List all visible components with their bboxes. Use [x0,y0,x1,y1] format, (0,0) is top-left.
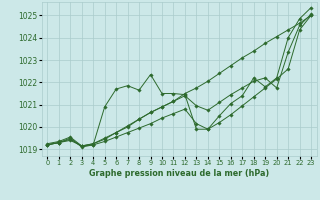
X-axis label: Graphe pression niveau de la mer (hPa): Graphe pression niveau de la mer (hPa) [89,169,269,178]
